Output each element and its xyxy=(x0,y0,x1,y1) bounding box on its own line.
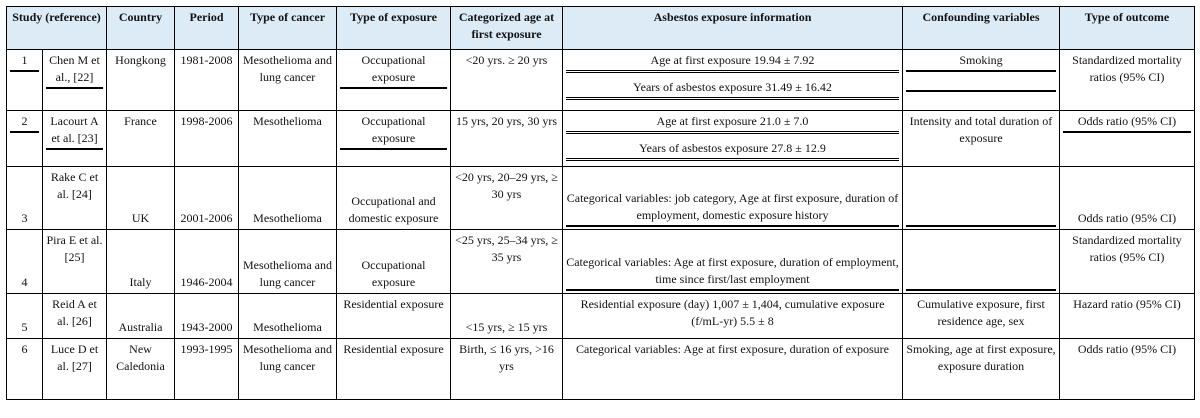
exposure-cell: Residential exposure xyxy=(336,338,451,400)
confounding-cell xyxy=(902,229,1060,294)
studies-table: Study (reference) Country Period Type of… xyxy=(6,6,1195,400)
period-cell: 1946-2004 xyxy=(174,229,239,294)
exposure-info-cell: Categorical variables: Age at first expo… xyxy=(562,338,903,400)
header-country: Country xyxy=(106,6,175,50)
exposure-info-cell: Age at first exposure 19.94 ± 7.92 Years… xyxy=(562,49,903,111)
exposure-cell: Occupational and domestic exposure xyxy=(336,166,451,230)
age-cell: 15 yrs, 20 yrs, 30 yrs xyxy=(450,110,563,167)
confounding-cell: Cumulative exposure, first residence age… xyxy=(902,293,1060,339)
exposure-info-cell: Age at first exposure 21.0 ± 7.0 Years o… xyxy=(562,110,903,167)
exposure-cell: Occupational exposure xyxy=(336,229,451,294)
period-cell: 2001-2006 xyxy=(174,166,239,230)
header-confounding: Confounding variables xyxy=(902,6,1060,50)
confounding-cell: Intensity and total duration of exposure xyxy=(902,110,1060,167)
cancer-cell: Mesothelioma and lung cancer xyxy=(238,49,337,111)
outcome-cell: Odds ratio (95% CI) xyxy=(1059,338,1195,400)
row-number: 1 xyxy=(6,49,43,111)
exposure-cell: Residential exposure xyxy=(336,293,451,339)
row-number: 2 xyxy=(6,110,43,167)
cancer-cell: Mesothelioma xyxy=(238,110,337,167)
row-number: 3 xyxy=(6,166,43,230)
exposure-info-cell: Categorical variables: Age at first expo… xyxy=(562,229,903,294)
country-cell: Australia xyxy=(106,293,175,339)
exposure-info-cell: Residential exposure (day) 1,007 ± 1,404… xyxy=(562,293,903,339)
country-cell: UK xyxy=(106,166,175,230)
table-row: 4 Pira E et al. [25] Italy 1946-2004 Mes… xyxy=(6,229,1195,294)
study-reference: Rake C et al. [24] xyxy=(42,166,107,230)
table-row: 3 Rake C et al. [24] UK 2001-2006 Mesoth… xyxy=(6,166,1195,230)
age-cell: <25 yrs, 25–34 yrs, ≥ 35 yrs xyxy=(450,229,563,294)
exposure-cell: Occupational exposure xyxy=(336,49,451,111)
age-cell: <20 yrs. ≥ 20 yrs xyxy=(450,49,563,111)
cancer-cell: Mesothelioma xyxy=(238,166,337,230)
row-number: 5 xyxy=(6,293,43,339)
header-categorized-age: Categorized age at first exposure xyxy=(450,6,563,50)
exposure-info-cell: Categorical variables: job category, Age… xyxy=(562,166,903,230)
country-cell: New Caledonia xyxy=(106,338,175,400)
period-cell: 1981-2008 xyxy=(174,49,239,111)
header-type-of-cancer: Type of cancer xyxy=(238,6,337,50)
table-row: 5 Reid A et al. [26] Australia 1943-2000… xyxy=(6,293,1195,339)
age-cell: <15 yrs, ≥ 15 yrs xyxy=(450,293,563,339)
cancer-cell: Mesothelioma and lung cancer xyxy=(238,338,337,400)
period-cell: 1993-1995 xyxy=(174,338,239,400)
outcome-cell: Odds ratio (95% CI) xyxy=(1059,110,1195,167)
study-reference: Lacourt A et al. [23] xyxy=(42,110,107,167)
study-reference: Pira E et al. [25] xyxy=(42,229,107,294)
country-cell: Hongkong xyxy=(106,49,175,111)
study-reference: Reid A et al. [26] xyxy=(42,293,107,339)
cancer-cell: Mesothelioma and lung cancer xyxy=(238,229,337,294)
confounding-cell: Smoking, age at first exposure, exposure… xyxy=(902,338,1060,400)
table-body: 1 Chen M et al., [22] Hongkong 1981-2008… xyxy=(6,49,1195,400)
header-type-of-exposure: Type of exposure xyxy=(336,6,451,50)
outcome-cell: Odds ratio (95% CI) xyxy=(1059,166,1195,230)
study-reference: Chen M et al., [22] xyxy=(42,49,107,111)
confounding-cell xyxy=(902,166,1060,230)
outcome-cell: Standardized mortality ratios (95% CI) xyxy=(1059,49,1195,111)
cancer-cell: Mesothelioma xyxy=(238,293,337,339)
confounding-cell: Smoking xyxy=(902,49,1060,111)
table-header: Study (reference) Country Period Type of… xyxy=(6,6,1195,50)
table-row: 2 Lacourt A et al. [23] France 1998-2006… xyxy=(6,110,1195,167)
header-asbestos-info: Asbestos exposure information xyxy=(562,6,903,50)
study-reference: Luce D et al. [27] xyxy=(42,338,107,400)
table-container: Study (reference) Country Period Type of… xyxy=(6,6,1195,400)
table-row: 6 Luce D et al. [27] New Caledonia 1993-… xyxy=(6,338,1195,400)
header-type-of-outcome: Type of outcome xyxy=(1059,6,1195,50)
period-cell: 1998-2006 xyxy=(174,110,239,167)
period-cell: 1943-2000 xyxy=(174,293,239,339)
row-number: 4 xyxy=(6,229,43,294)
header-study: Study (reference) xyxy=(6,6,107,50)
table-row: 1 Chen M et al., [22] Hongkong 1981-2008… xyxy=(6,49,1195,111)
age-cell: <20 yrs, 20–29 yrs, ≥ 30 yrs xyxy=(450,166,563,230)
country-cell: France xyxy=(106,110,175,167)
country-cell: Italy xyxy=(106,229,175,294)
exposure-cell: Occupational exposure xyxy=(336,110,451,167)
header-period: Period xyxy=(174,6,239,50)
outcome-cell: Standardized mortality ratios (95% CI) xyxy=(1059,229,1195,294)
outcome-cell: Hazard ratio (95% CI) xyxy=(1059,293,1195,339)
age-cell: Birth, ≤ 16 yrs, >16 yrs xyxy=(450,338,563,400)
row-number: 6 xyxy=(6,338,43,400)
